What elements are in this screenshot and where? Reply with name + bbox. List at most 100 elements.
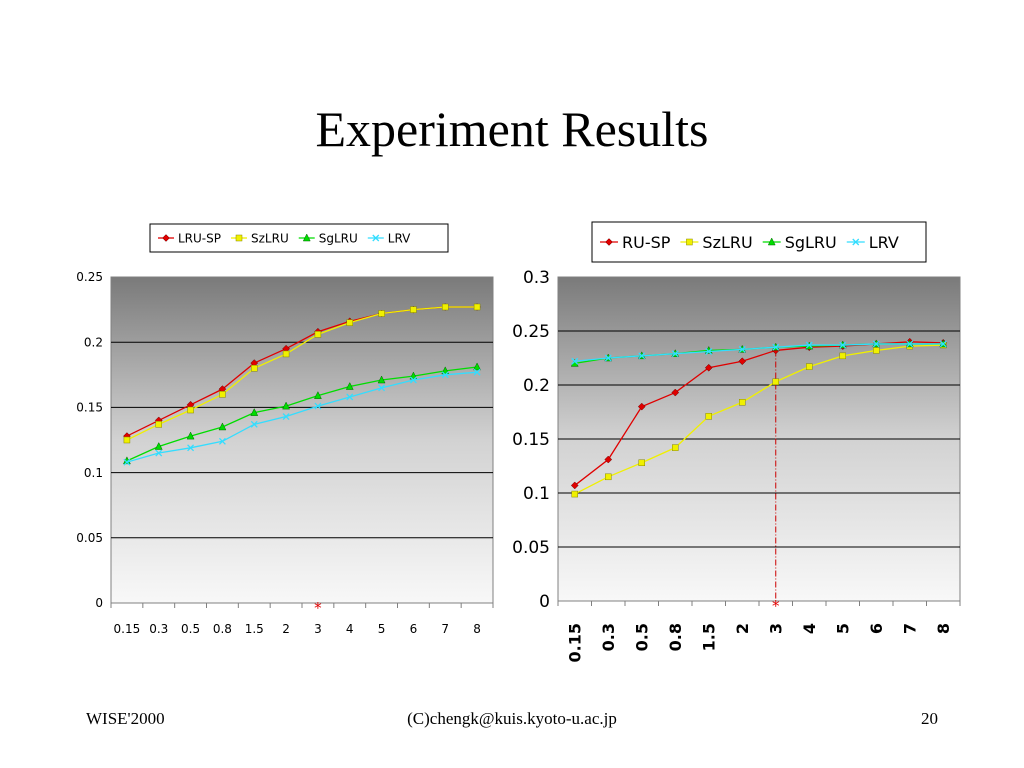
y-axis: 0 0.05 0.1 0.15 0.2 0.25 0.3 xyxy=(512,268,550,612)
data-point xyxy=(671,350,679,358)
x-tick-label: 7 xyxy=(441,622,449,636)
data-point xyxy=(218,422,227,431)
x-tick-label: 0.5 xyxy=(632,623,651,651)
data-point xyxy=(637,402,646,411)
x-tick-label: 5 xyxy=(833,623,852,634)
legend-label: LRV xyxy=(869,233,899,252)
data-point xyxy=(250,408,259,416)
legend-label: RU-SP xyxy=(622,233,671,252)
x-axis: 0.15 0.3 0.5 0.8 1.5 2 3 4 5 6 7 8 xyxy=(110,603,494,636)
footer-page-number: 20 xyxy=(921,709,938,728)
data-point xyxy=(187,444,195,452)
y-tick-label: 0 xyxy=(539,592,550,612)
data-point xyxy=(873,347,880,354)
data-point xyxy=(155,449,163,457)
data-point xyxy=(123,436,131,444)
data-point xyxy=(155,421,162,428)
series-line xyxy=(126,371,478,463)
data-point xyxy=(939,340,947,348)
legend-marker xyxy=(162,234,170,242)
x-tick-label: 3 xyxy=(766,623,785,634)
data-point xyxy=(251,365,258,372)
x-tick-label: 0.8 xyxy=(666,623,685,651)
x-tick-label: 5 xyxy=(378,622,386,636)
x-tick-label: 0.3 xyxy=(149,622,168,636)
legend-label: SzLRU xyxy=(251,231,289,245)
data-point xyxy=(805,341,813,349)
data-point xyxy=(839,352,846,360)
data-point xyxy=(473,362,481,371)
data-point xyxy=(571,490,578,498)
x-tick-label: 3 xyxy=(314,622,322,636)
data-point xyxy=(738,345,746,353)
data-point xyxy=(442,303,449,311)
legend-item: LRV xyxy=(367,231,411,245)
data-point xyxy=(186,431,195,440)
x-tick-label: 2 xyxy=(282,622,290,636)
chart-left: 0 0.05 0.1 0.15 0.2 0.25 0.15 0.3 0.5 0.8 1.5 2 3 4 5 6… xyxy=(76,223,494,636)
data-point xyxy=(314,331,322,338)
x-tick-label: 4 xyxy=(346,622,354,636)
legend-marker xyxy=(372,234,380,242)
data-point xyxy=(638,459,645,467)
chart-right: 0 0.05 0.1 0.15 0.2 0.25 0.3 0.15 0.3 0.5 0.8 1.5 2 3… xyxy=(512,221,961,662)
legend-label: SzLRU xyxy=(702,233,752,252)
data-point xyxy=(638,352,646,360)
y-tick-label: 0.15 xyxy=(76,401,103,415)
data-point xyxy=(378,384,386,392)
data-point xyxy=(250,420,258,428)
legend-label: SgLRU xyxy=(319,231,358,245)
data-point xyxy=(314,391,322,399)
legend-item: LRU-SP xyxy=(158,231,221,245)
legend-marker xyxy=(767,237,776,246)
x-tick-label: 8 xyxy=(934,623,953,634)
y-tick-label: 0.2 xyxy=(84,335,103,349)
x-tick-label: 1.5 xyxy=(699,623,718,651)
y-axis: 0 0.05 0.1 0.15 0.2 0.25 xyxy=(76,270,103,610)
x-tick-label: 2 xyxy=(733,623,752,634)
x-tick-label: 1.5 xyxy=(245,622,264,636)
data-point xyxy=(705,413,712,420)
threshold-marker: * xyxy=(772,597,780,615)
x-tick-label: 0.5 xyxy=(181,622,200,636)
y-tick-label: 0.1 xyxy=(84,466,103,480)
legend-item: SgLRU xyxy=(762,233,837,252)
y-tick-label: 0.1 xyxy=(523,484,550,504)
legend-marker xyxy=(302,233,311,242)
data-point xyxy=(604,354,612,362)
data-point xyxy=(219,391,226,398)
footer-email: (C)chengk@kuis.kyoto-u.ac.jp xyxy=(407,709,617,728)
y-tick-label: 0.25 xyxy=(512,322,550,342)
series-line xyxy=(126,306,478,441)
data-point xyxy=(282,401,290,410)
legend: RU-SP SzLRU SgLRU LRV xyxy=(591,221,927,263)
y-tick-label: 0.3 xyxy=(523,268,550,288)
data-point xyxy=(806,363,813,370)
plot-area xyxy=(110,276,494,604)
series-sglru xyxy=(123,362,481,465)
data-point xyxy=(346,319,353,326)
data-point xyxy=(772,378,779,386)
data-point xyxy=(346,393,354,401)
legend-marker xyxy=(852,238,860,246)
data-point xyxy=(441,371,449,379)
data-point xyxy=(704,363,713,372)
x-tick-label: 0.8 xyxy=(213,622,232,636)
data-point xyxy=(218,437,226,445)
legend-item: SzLRU xyxy=(680,233,753,252)
data-point xyxy=(154,441,163,450)
data-point xyxy=(473,303,481,311)
data-point xyxy=(473,368,481,376)
footer-conference: WISE'2000 xyxy=(86,709,165,728)
data-point xyxy=(605,473,612,481)
y-tick-label: 0.05 xyxy=(512,538,550,558)
x-axis: 0.15 0.3 0.5 0.8 1.5 2 3 4 5 6 7 8 xyxy=(557,601,961,662)
data-point xyxy=(672,444,679,451)
legend: LRU-SP SzLRU SgLRU LRV xyxy=(149,223,449,253)
data-point xyxy=(671,388,680,397)
legend-marker xyxy=(686,238,693,246)
slide-title: Experiment Results xyxy=(315,101,709,157)
data-point xyxy=(570,481,579,490)
data-point xyxy=(345,381,354,390)
legend-item: RU-SP xyxy=(600,233,671,252)
